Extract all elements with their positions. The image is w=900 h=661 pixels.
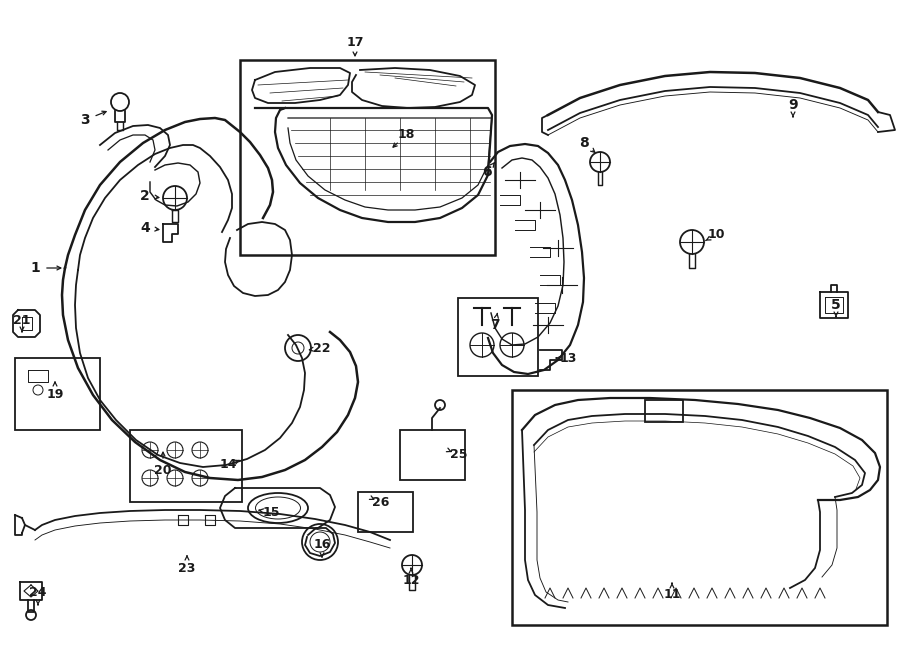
Text: 3: 3	[80, 113, 90, 127]
Text: 24: 24	[29, 586, 47, 600]
Bar	[512, 390, 887, 625]
Text: 4: 4	[140, 221, 150, 235]
Bar	[458, 298, 538, 376]
Text: 5: 5	[831, 298, 841, 312]
Text: 13: 13	[559, 352, 577, 364]
Text: 17: 17	[346, 36, 364, 48]
Text: 15: 15	[262, 506, 280, 518]
Text: 1: 1	[30, 261, 40, 275]
Text: 12: 12	[402, 574, 419, 586]
Text: 18: 18	[397, 128, 415, 141]
Bar	[130, 430, 242, 502]
Text: 7: 7	[491, 318, 500, 332]
Text: 6: 6	[482, 165, 491, 179]
Text: 2: 2	[140, 189, 150, 203]
Bar	[645, 400, 683, 422]
Text: 14: 14	[220, 459, 237, 471]
Text: 19: 19	[46, 389, 64, 401]
Text: 23: 23	[178, 561, 195, 574]
Bar	[240, 60, 495, 255]
Text: 25: 25	[450, 449, 468, 461]
Text: 9: 9	[788, 98, 797, 112]
Text: 11: 11	[663, 588, 680, 602]
Text: 10: 10	[707, 229, 724, 241]
Bar	[15, 358, 100, 430]
Text: 26: 26	[373, 496, 390, 510]
Text: 21: 21	[14, 313, 31, 327]
Text: 16: 16	[313, 539, 330, 551]
Text: 20: 20	[154, 463, 172, 477]
Bar	[400, 430, 465, 480]
Text: 22: 22	[313, 342, 331, 354]
Bar	[358, 492, 413, 532]
Text: 8: 8	[579, 136, 589, 150]
